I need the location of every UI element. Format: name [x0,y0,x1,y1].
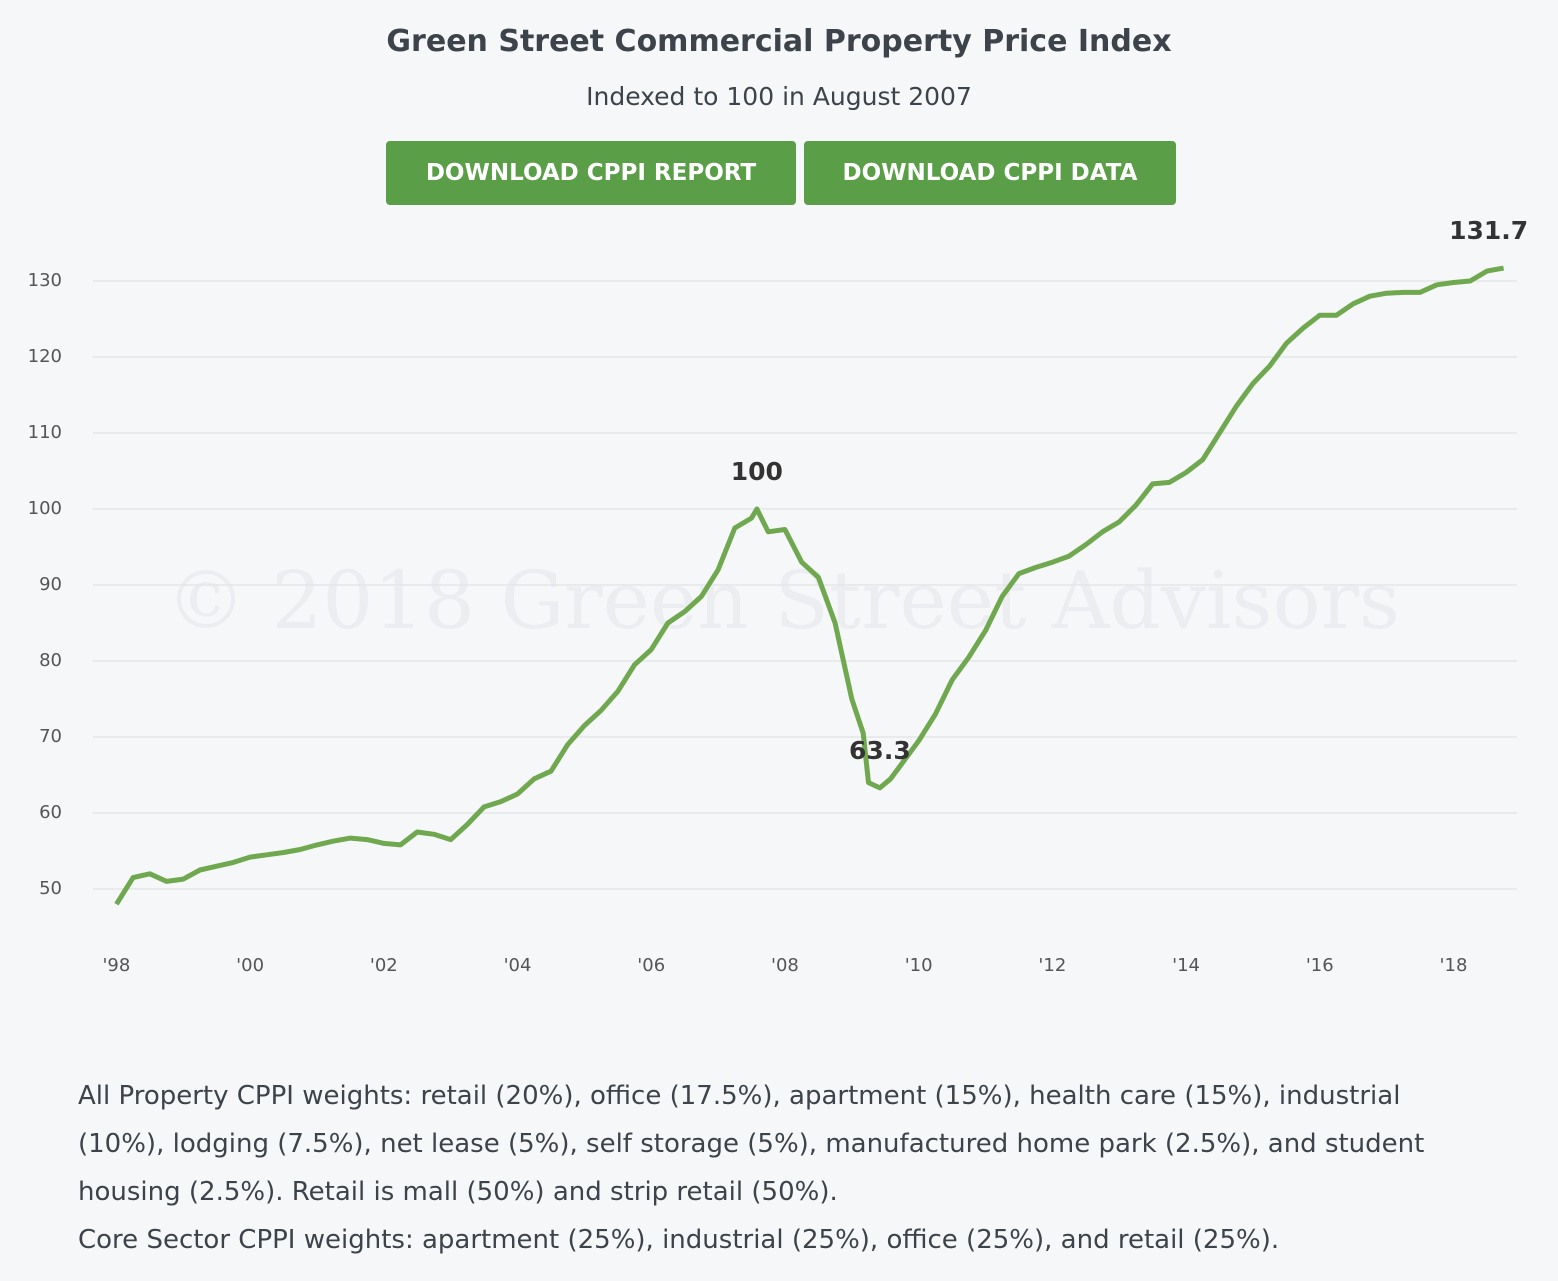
x-tick-label: '08 [771,955,799,976]
x-tick-label: '10 [905,955,933,976]
y-tick-label: 60 [39,802,62,823]
chart-subtitle: Indexed to 100 in August 2007 [586,82,972,111]
x-tick-label: '98 [102,955,130,976]
y-tick-label: 100 [28,498,62,519]
y-tick-label: 50 [39,878,62,899]
y-tick-label: 110 [28,422,62,443]
x-tick-label: '16 [1306,955,1334,976]
y-tick-label: 120 [28,346,62,367]
chart: © 2018 Green Street Advisors 50 60 70 80 90 1… [28,216,1529,976]
x-tick-label: '18 [1440,955,1468,976]
annotation: 100 [731,457,783,486]
annotation: 63.3 [849,736,911,765]
x-tick-label: '12 [1038,955,1066,976]
download-report-button[interactable]: DOWNLOAD CPPI REPORT [386,141,796,205]
annotation: 131.7 [1449,216,1528,245]
chart-title: Green Street Commercial Property Price I… [386,24,1172,59]
download-data-button[interactable]: DOWNLOAD CPPI DATA [804,141,1176,205]
y-tick-label: 80 [39,650,62,671]
note: Core Sector CPPI weights: apartment (25%… [78,1225,1280,1255]
y-tick-label: 90 [39,574,62,595]
note: All Property CPPI weights: retail (20%),… [78,1081,1425,1207]
x-tick-label: '04 [504,955,532,976]
x-tick-label: '06 [637,955,665,976]
data-line [114,265,1505,906]
y-tick-label: 70 [39,726,62,747]
watermark: © 2018 Green Street Advisors [166,554,1400,647]
x-tick-label: '00 [236,955,264,976]
notes: All Property CPPI weights: retail (20%),… [78,1072,1448,1264]
x-tick-label: '14 [1172,955,1200,976]
x-tick-label: '02 [370,955,398,976]
y-tick-label: 130 [28,270,62,291]
